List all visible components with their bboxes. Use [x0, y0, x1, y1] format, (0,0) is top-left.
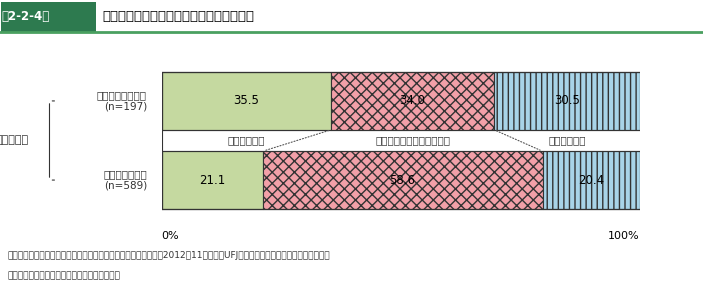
Text: 21.1: 21.1: [199, 174, 225, 187]
Bar: [162, 151, 262, 209]
Text: 多角化した企業
(n=589): 多角化した企業 (n=589): [103, 169, 147, 191]
Text: 好転していた: 好転していた: [228, 135, 265, 146]
Bar: [494, 72, 640, 130]
Bar: [162, 72, 640, 130]
Text: 34.0: 34.0: [400, 94, 425, 107]
Text: 35.5: 35.5: [233, 94, 259, 107]
Bar: [331, 72, 494, 130]
Text: 30.5: 30.5: [554, 94, 580, 107]
Text: 20.4: 20.4: [579, 174, 605, 187]
Text: 58.6: 58.6: [389, 174, 415, 187]
Text: 資料：中小企業庁委託「中小企業の新事業展開に関する調査」（2012年11月、三菱UFJリサーチ＆コンサルティング（株））: 資料：中小企業庁委託「中小企業の新事業展開に関する調査」（2012年11月、三菱…: [7, 251, 330, 260]
Bar: [162, 151, 640, 209]
Text: （注）「分からない」を除いて集計している。: （注）「分からない」を除いて集計している。: [7, 271, 120, 280]
Text: 100%: 100%: [608, 231, 640, 241]
Text: 悪化していた: 悪化していた: [548, 135, 586, 146]
Text: 新事業展開の検討を始めたときの業績傾向: 新事業展開の検討を始めたときの業績傾向: [102, 10, 254, 23]
Text: 事業転換した企業
(n=197): 事業転換した企業 (n=197): [97, 90, 147, 112]
Bar: [162, 72, 331, 130]
FancyBboxPatch shape: [1, 2, 96, 32]
Bar: [262, 151, 543, 209]
Bar: [543, 151, 640, 209]
Text: あまり変わっていなかった: あまり変わっていなかった: [375, 135, 450, 146]
Text: 第2-2-4図: 第2-2-4図: [1, 10, 50, 23]
Text: 新事業展開: 新事業展開: [0, 135, 29, 146]
Text: 0%: 0%: [162, 231, 179, 241]
